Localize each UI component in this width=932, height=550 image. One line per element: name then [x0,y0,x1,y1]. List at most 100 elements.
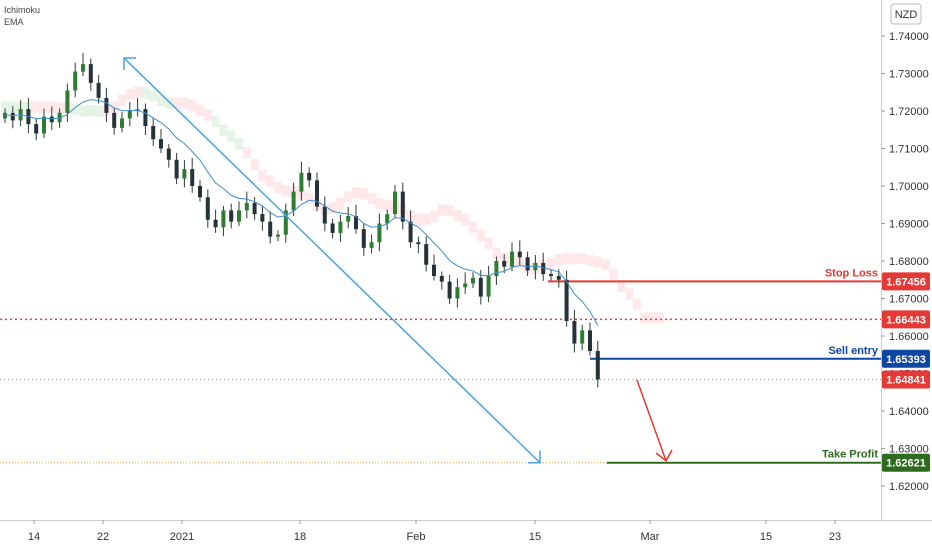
candle-body [221,210,226,228]
candle-body [338,221,343,233]
x-tick-label: 18 [294,531,306,543]
cloud-segment [219,124,228,137]
cloud-segment [430,210,438,222]
candle-body [361,229,366,248]
candle-body [237,210,241,222]
cloud-segment [211,115,220,128]
x-tick-label: Feb [407,531,426,543]
candle-body [73,71,78,91]
y-tick-label: 1.66000 [889,331,929,343]
currency-button-frame [890,3,922,25]
cloud-segment [172,97,181,109]
cloud-segment [328,202,337,214]
candle-body [42,116,46,134]
candlesticks [3,52,600,388]
cloud-segment [601,258,610,270]
candle-body [439,276,444,282]
cloud-segment [359,188,368,200]
cloud-segment [656,312,665,324]
cloud-segment [554,254,563,266]
cloud-segment [86,105,95,117]
candle-body [471,277,475,284]
cloud-segment [648,312,657,324]
x-tick-label: Mar [641,531,660,543]
candle-body [65,90,70,113]
cloud-segment [414,214,423,226]
cloud-segment [79,105,87,117]
candle-body [580,330,585,344]
cloud-segment [125,88,134,101]
candle-body [525,257,530,271]
cloud-segment [640,312,649,324]
candle-body [354,216,358,230]
candle-body [120,118,124,128]
projection-arrow-head [655,449,673,462]
cloud-segment [305,192,314,204]
candle-body [174,159,179,179]
price-tag-value: 1.64841 [886,374,926,386]
candle-body [143,109,148,126]
price-tag [882,453,930,472]
cloud-segment [258,169,267,182]
y-tick-label: 1.62000 [889,481,929,493]
cloud-segment [609,268,618,280]
cloud-segment [157,94,165,107]
candle-body [198,186,202,198]
candle-body [96,82,101,98]
y-tick-label: 1.68000 [889,256,929,268]
currency-button[interactable]: NZD [890,3,922,25]
candle-body [369,242,374,248]
y-tick-label: 1.70000 [889,181,929,193]
candle-body [346,216,351,222]
candle-body [463,283,468,288]
cloud-segment [180,97,189,109]
candle-body [112,112,117,128]
cloud-segment [453,210,462,222]
candle-body [494,261,499,276]
cloud-segment [281,185,290,197]
candle-body [299,172,304,192]
candle-body [416,242,421,245]
cloud-segment [469,221,477,233]
price-tag-value: 1.62621 [886,458,926,470]
candle-body [10,112,15,121]
y-tick-label: 1.72000 [889,106,929,118]
candle-body [377,223,382,243]
x-tick-label: 15 [760,531,772,543]
candle-body [34,124,39,134]
candle-body [510,251,514,267]
ema-line [4,99,599,326]
annotation-arrows [123,57,673,464]
candle-body [533,262,538,271]
candle-body [283,210,288,235]
trend-arrow-tail [123,57,136,70]
candle-body [556,276,561,280]
candle-body [307,172,312,181]
cloud-segment [625,288,633,300]
price-tag [882,370,930,389]
candle-body [229,210,234,222]
cloud-segment [227,130,236,142]
candle-body [213,219,218,228]
candle-body [564,279,569,321]
cloud-segment [110,101,119,113]
indicator-label-ema: EMA [4,17,24,27]
cloud-segment [149,89,158,101]
price-tag [882,272,930,291]
cloud-segment [484,237,493,249]
candle-body [268,221,273,237]
candle-body [330,223,335,233]
candle-body [588,330,592,351]
cloud-segment [141,87,150,99]
level-label: Sell entry [828,345,878,357]
level-label: Stop Loss [825,267,878,279]
cloud-segment [562,252,571,264]
candle-body [400,191,405,222]
cloud-segment [375,198,384,210]
candle-body [424,244,429,265]
candle-body [3,112,7,119]
candle-body [159,139,163,149]
y-tick-label: 1.71000 [889,144,929,156]
cloud-segment [593,256,602,268]
